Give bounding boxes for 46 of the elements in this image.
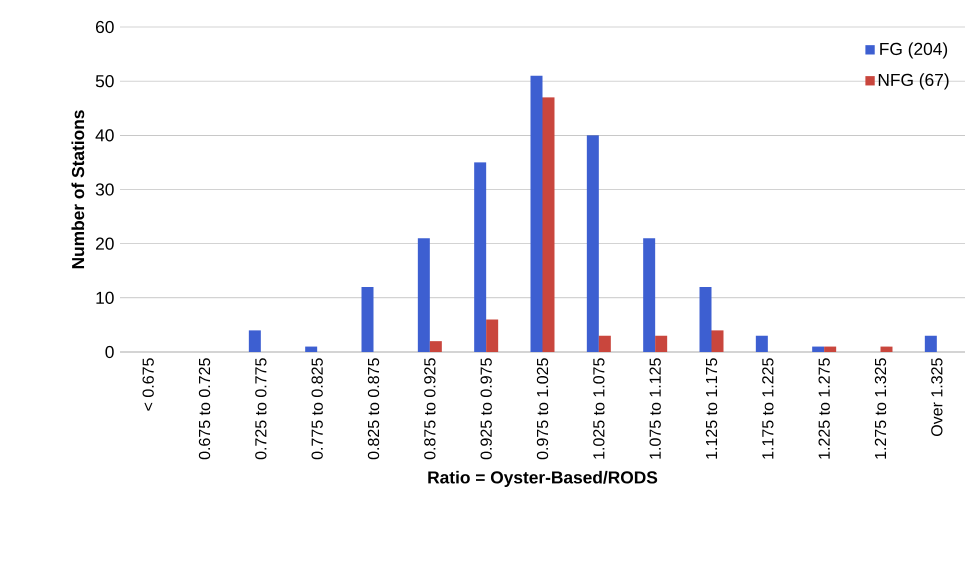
bar: [418, 238, 430, 352]
bar: [812, 346, 824, 352]
bar: [474, 162, 486, 352]
bar: [586, 135, 599, 352]
bar: [712, 330, 724, 352]
x-tick-label: 0.725 to 0.775: [255, 358, 266, 460]
bar: [530, 76, 543, 352]
x-tick-label: 0.825 to 0.875: [368, 358, 380, 460]
y-tick-label: 60: [96, 20, 114, 34]
bar: [756, 336, 768, 352]
x-axis-title: Ratio = Oyster-Based/RODS: [428, 470, 658, 487]
y-tick-label: 0: [105, 346, 114, 358]
y-tick-label: 20: [96, 238, 114, 250]
x-tick-label: 1.125 to 1.175: [706, 358, 718, 459]
bar: [248, 330, 261, 352]
x-tick-label: 0.975 to 1.025: [536, 358, 548, 460]
legend-label: FG (204): [880, 42, 948, 58]
x-tick-label: 1.025 to 1.075: [593, 358, 604, 459]
x-tick-label: 1.175 to 1.225: [762, 358, 774, 459]
bar: [430, 341, 442, 352]
y-tick-label: 50: [96, 75, 114, 88]
x-tick-label: 0.875 to 0.925: [424, 358, 436, 460]
y-tick-label: 30: [96, 183, 114, 196]
bar: [542, 97, 554, 352]
bar: [305, 346, 318, 352]
bar: [643, 238, 656, 352]
bar: [824, 346, 836, 352]
bar: [655, 336, 668, 352]
y-tick-label: 10: [96, 292, 114, 304]
bar: [700, 286, 712, 352]
bar: [924, 336, 937, 352]
bar: [486, 319, 498, 352]
x-tick-label: Over 1.325: [931, 358, 942, 436]
bar: [362, 286, 374, 352]
bar: [880, 346, 892, 352]
x-tick-label: 0.775 to 0.825: [312, 358, 323, 460]
x-tick-label: 1.075 to 1.125: [650, 358, 661, 459]
y-axis-title: Number of Stations: [71, 110, 84, 268]
bar: [598, 336, 611, 352]
x-tick-label: < 0.675: [142, 358, 154, 411]
x-tick-label: 1.275 to 1.325: [874, 358, 886, 459]
x-tick-label: 1.225 to 1.275: [818, 358, 830, 459]
x-tick-label: 0.925 to 0.975: [480, 358, 492, 460]
legend-label: NFG (67): [878, 73, 949, 90]
y-tick-label: 40: [96, 129, 114, 142]
x-tick-label: 0.675 to 0.725: [198, 358, 210, 460]
